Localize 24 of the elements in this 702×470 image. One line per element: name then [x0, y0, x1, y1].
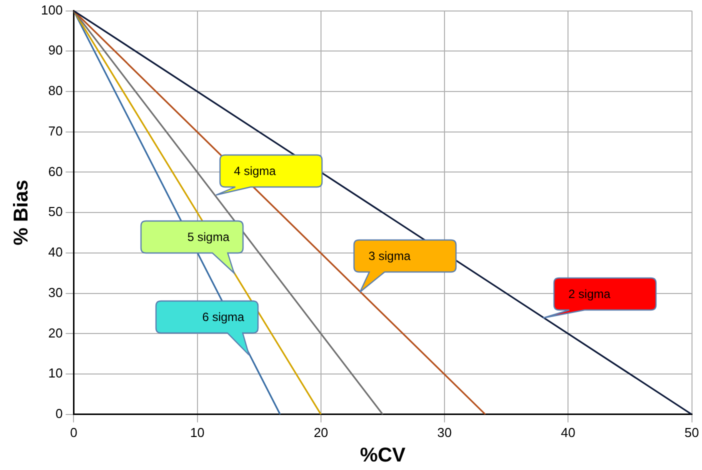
- x-tick-label: 30: [437, 424, 452, 440]
- x-axis-title: %CV: [360, 444, 406, 467]
- y-tick-label: 10: [48, 366, 63, 381]
- y-axis-title: % Bias: [10, 180, 33, 246]
- y-tick-label: 80: [48, 83, 63, 98]
- annotation: 6 sigma: [202, 310, 244, 324]
- x-tick-label: 10: [190, 424, 205, 440]
- annotation: 4 sigma: [234, 164, 276, 178]
- y-tick-label: 50: [48, 204, 63, 220]
- annotation: 2 sigma: [568, 286, 610, 301]
- y-tick-label: 70: [48, 123, 63, 138]
- y-tick-label: 60: [48, 164, 63, 179]
- x-tick-label: 50: [684, 424, 700, 440]
- y-tick-label: 20: [48, 325, 63, 340]
- y-tick-label: 100: [40, 2, 63, 18]
- y-tick-label: 40: [48, 244, 63, 260]
- x-tick-label: 40: [560, 424, 576, 440]
- y-tick-label: 30: [48, 284, 63, 300]
- annotation: 5 sigma: [187, 230, 230, 244]
- x-tick-label: 20: [314, 424, 328, 440]
- y-tick-label: 0: [55, 406, 63, 421]
- annotation: 3 sigma: [368, 248, 410, 263]
- y-tick-label: 90: [48, 42, 63, 58]
- x-tick-label: 0: [70, 424, 78, 440]
